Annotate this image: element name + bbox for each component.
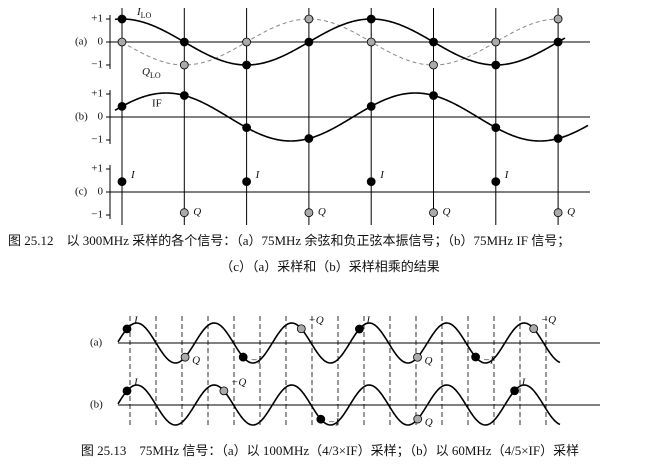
- panel-label: (b): [90, 399, 103, 411]
- sample-label: −I: [483, 355, 495, 367]
- label-main: Q: [142, 66, 150, 78]
- caption: （c）（a）采样和（b）采样相乘的结果: [220, 259, 440, 274]
- signal-label: IF: [152, 98, 162, 110]
- sample-label: −I: [328, 417, 340, 429]
- sample-dot: [491, 60, 501, 70]
- sample-dot: [304, 37, 314, 47]
- tick-label: +1: [91, 163, 103, 175]
- sample-dot: [242, 177, 252, 187]
- sample-label: Q: [443, 206, 451, 218]
- sample-label: −I: [250, 355, 262, 367]
- signal-curve: [117, 384, 561, 426]
- panel-label: (a): [90, 337, 103, 349]
- caption: 图 25.13 75MHz 信号：（a）以 100MHz（4/3×IF）采样；（…: [81, 443, 579, 459]
- sample-dot: [122, 324, 132, 334]
- sample-dot: [553, 14, 563, 24]
- panel-label: (c): [75, 186, 88, 198]
- sample-dot: [117, 37, 127, 47]
- sample-dot: [117, 177, 127, 187]
- sample-dot: [179, 91, 189, 100]
- sample-label: −Q: [231, 376, 246, 388]
- sample-dot: [413, 352, 422, 362]
- sample-dot: [429, 60, 438, 70]
- tick-label: +1: [91, 13, 103, 25]
- sample-dot: [471, 352, 481, 362]
- sample-dot: [429, 208, 438, 218]
- sample-dot: [242, 60, 252, 70]
- signal-label: ILO: [136, 6, 152, 20]
- sample-dot: [366, 101, 376, 111]
- tick-label: +1: [91, 88, 103, 100]
- sample-dot: [429, 91, 438, 100]
- panel-label: (b): [75, 111, 88, 123]
- sample-label: Q: [425, 417, 433, 429]
- tick-label: −1: [91, 134, 103, 146]
- sample-dot: [180, 352, 190, 362]
- label-sub: LO: [150, 71, 161, 80]
- sample-dot: [553, 134, 563, 143]
- sample-label: −Q: [308, 314, 323, 326]
- sample-dot: [179, 60, 189, 70]
- sample-dot: [553, 208, 563, 218]
- sample-label: I: [133, 314, 139, 326]
- caption: 图 25.12 以 300MHz 采样的各个信号：（a）75MHz 余弦和负正弦…: [8, 233, 570, 249]
- signal-label: QLO: [142, 66, 161, 80]
- label-sub: LO: [141, 11, 152, 20]
- sample-label: Q: [192, 355, 200, 367]
- sample-label: I: [130, 169, 136, 181]
- sample-label: I: [504, 169, 510, 181]
- sample-label: Q: [193, 206, 201, 218]
- sample-dot: [242, 37, 252, 47]
- sample-dot: [354, 324, 364, 334]
- sample-dot: [491, 177, 501, 187]
- sample-label: I: [521, 376, 527, 388]
- i-lo-curve: [114, 18, 566, 66]
- sample-dot: [491, 37, 501, 47]
- tick-label: 0: [98, 111, 104, 123]
- tick-label: 0: [98, 36, 104, 48]
- sample-dot: [179, 208, 189, 218]
- if-curve: [114, 92, 589, 142]
- sample-dot: [316, 414, 326, 424]
- sample-dot: [304, 134, 314, 143]
- sample-dot: [529, 324, 539, 334]
- signal-curve: [117, 322, 561, 364]
- sample-label: I: [379, 169, 385, 181]
- sample-label: Q: [567, 206, 575, 218]
- sample-dot: [219, 386, 229, 396]
- sample-label: I: [133, 376, 139, 388]
- tick-label: −1: [91, 59, 103, 71]
- tick-label: 0: [98, 186, 104, 198]
- sample-dot: [553, 37, 563, 47]
- sample-label: −Q: [541, 314, 556, 326]
- sample-dot: [304, 208, 314, 218]
- sample-dot: [366, 177, 376, 187]
- sample-dot: [296, 324, 306, 334]
- sample-dot: [510, 386, 519, 396]
- sample-dot: [238, 352, 248, 362]
- sample-label: Q: [425, 355, 433, 367]
- sample-dot: [117, 101, 127, 111]
- sample-dot: [117, 14, 127, 24]
- sample-dot: [429, 37, 438, 47]
- sample-label: I: [255, 169, 261, 181]
- sample-dot: [413, 414, 423, 424]
- sample-dot: [304, 14, 314, 24]
- sample-dot: [242, 123, 252, 133]
- sample-dot: [491, 123, 501, 133]
- tick-label: −1: [91, 209, 103, 221]
- sample-dot: [366, 37, 376, 47]
- sample-dot: [179, 37, 189, 47]
- sample-dot: [366, 14, 376, 24]
- sample-label: I: [365, 315, 371, 327]
- sample-dot: [122, 386, 132, 396]
- panel-label: (a): [75, 36, 88, 48]
- sample-label: Q: [318, 206, 326, 218]
- label-main: I: [136, 6, 142, 18]
